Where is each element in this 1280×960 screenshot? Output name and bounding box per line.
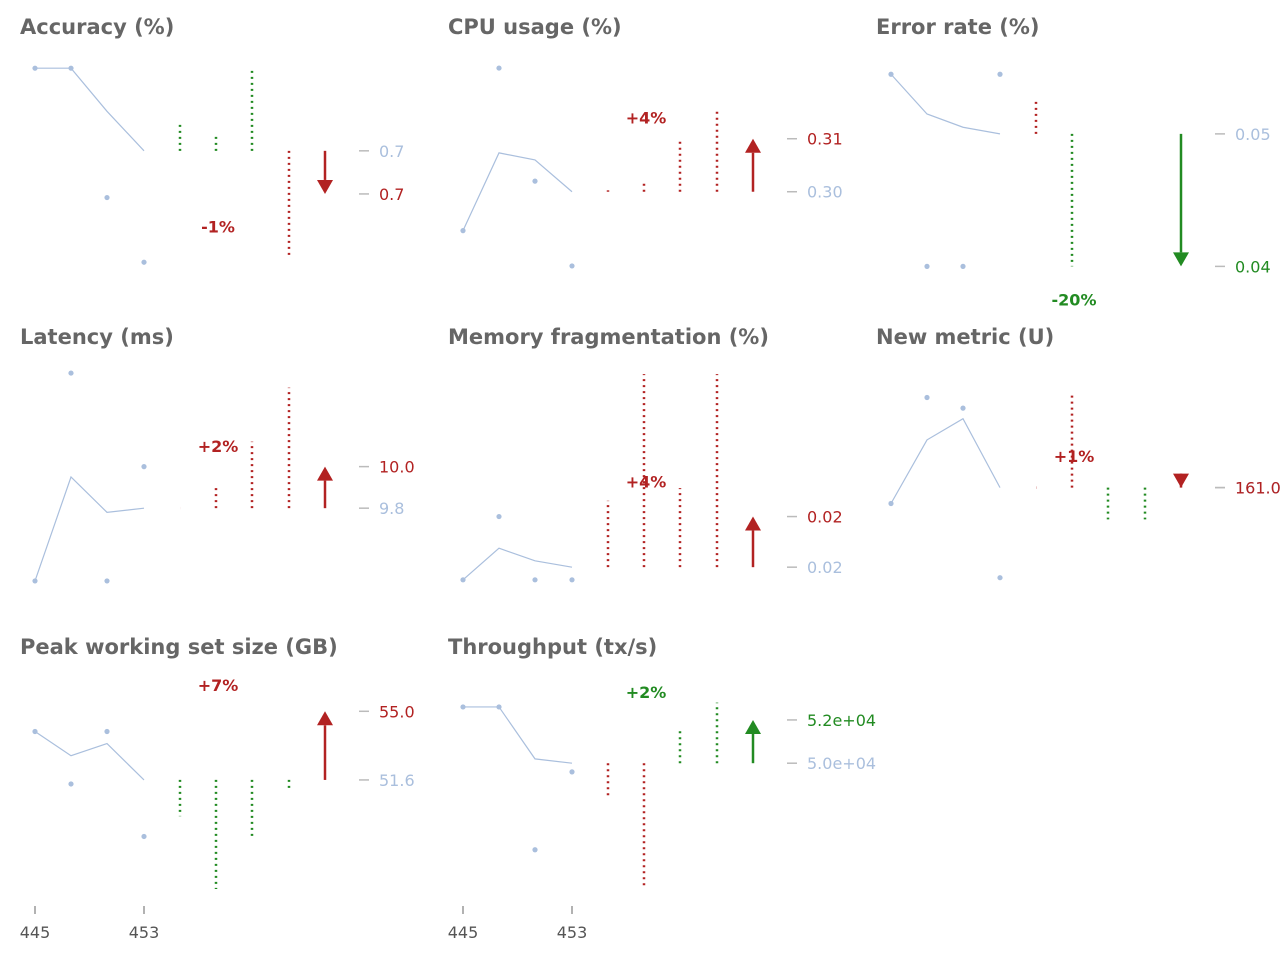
- base-value-label: 0.30: [807, 183, 843, 202]
- end-value-label: 10.0: [379, 458, 415, 477]
- history-point: [68, 370, 74, 376]
- panel-7: Peak working set size (GB) +7% 51.6 55.0 445…: [20, 635, 415, 942]
- end-value-label: 55.0: [379, 702, 415, 721]
- history-line: [35, 67, 145, 152]
- history-point: [141, 464, 147, 470]
- panel-2: CPU usage (%) +4% 0.30 0.31: [448, 15, 843, 269]
- history-point: [960, 263, 966, 269]
- history-point: [104, 728, 110, 735]
- panel-8: Throughput (tx/s) +2% 5.0e+04 5.2e+04 445 453: [448, 635, 876, 942]
- panel-4: Latency (ms) +2% 9.8 10.0: [20, 325, 415, 584]
- history-point: [888, 500, 894, 507]
- base-value-label: 0.02: [807, 558, 843, 577]
- history-point: [924, 263, 930, 269]
- history-point: [32, 65, 38, 71]
- x-tick-label: 453: [129, 923, 160, 942]
- history-line: [34, 475, 145, 582]
- history-point: [460, 577, 466, 583]
- delta-label: +4%: [626, 109, 667, 128]
- history-point: [32, 728, 38, 735]
- delta-label: +1%: [1054, 447, 1095, 466]
- history-point: [569, 577, 575, 583]
- history-point: [997, 575, 1003, 581]
- delta-label: -1%: [201, 217, 235, 236]
- panel-title: New metric (U): [876, 325, 1054, 349]
- history-line: [462, 547, 573, 581]
- history-point: [532, 577, 538, 583]
- base-value-label: 0.05: [1235, 125, 1271, 144]
- arrow-head: [745, 719, 761, 734]
- panel-title: Latency (ms): [20, 325, 174, 349]
- arrow-head: [1173, 473, 1189, 488]
- history-point: [496, 65, 502, 71]
- end-value-label: 5.2e+04: [807, 711, 876, 730]
- history-point: [924, 394, 930, 401]
- end-value-label: 0.31: [807, 130, 843, 149]
- history-line: [34, 730, 145, 781]
- history-point: [141, 259, 147, 265]
- delta-label: +7%: [198, 676, 239, 695]
- history-point: [532, 178, 538, 184]
- history-point: [496, 513, 502, 520]
- history-point: [888, 71, 894, 77]
- panel-5: Memory fragmentation (%) +4% 0.02 0.02: [448, 325, 843, 583]
- history-point: [960, 405, 966, 411]
- history-line: [462, 152, 573, 231]
- history-point: [460, 228, 466, 234]
- history-point: [104, 578, 110, 584]
- panel-title: Accuracy (%): [20, 15, 174, 39]
- history-point: [997, 71, 1003, 77]
- history-point: [32, 578, 38, 584]
- x-tick-label: 445: [20, 923, 51, 942]
- base-value-label: 0.7: [379, 142, 404, 161]
- panel-title: Peak working set size (GB): [20, 635, 338, 659]
- x-tick-label: 445: [448, 923, 479, 942]
- base-value-label: 9.8: [379, 499, 404, 518]
- delta-label: +2%: [198, 437, 239, 456]
- end-value-label: 0.7: [379, 185, 404, 204]
- history-line: [890, 73, 1001, 135]
- panel-3: Error rate (%) -20% 0.05 0.04: [876, 15, 1271, 310]
- arrow-head: [745, 516, 761, 531]
- history-line: [890, 417, 1001, 504]
- history-point: [104, 194, 110, 201]
- history-point: [569, 769, 575, 775]
- panel-1: Accuracy (%) -1% 0.7 0.7: [20, 15, 404, 265]
- history-point: [141, 833, 147, 840]
- end-value-label: 0.04: [1235, 257, 1271, 276]
- panel-title: Error rate (%): [876, 15, 1040, 39]
- panel-title: CPU usage (%): [448, 15, 622, 39]
- arrow-head: [317, 466, 333, 481]
- history-point: [68, 781, 74, 787]
- delta-label: -20%: [1052, 291, 1097, 310]
- panel-title: Throughput (tx/s): [448, 635, 657, 659]
- history-line: [463, 706, 573, 764]
- history-point: [496, 704, 502, 710]
- history-point: [460, 704, 466, 710]
- base-value-label: 5.0e+04: [807, 754, 876, 773]
- end-value-label: 161.0: [1235, 479, 1280, 498]
- arrow-head: [317, 711, 333, 726]
- arrow-head: [1173, 252, 1189, 267]
- arrow-head: [745, 138, 761, 153]
- x-tick-label: 453: [557, 923, 588, 942]
- delta-label: +4%: [626, 473, 667, 492]
- arrow-head: [317, 179, 333, 194]
- base-value-label: 161.0: [1235, 479, 1280, 498]
- history-point: [532, 847, 538, 853]
- history-point: [68, 65, 74, 71]
- delta-label: +2%: [626, 683, 667, 702]
- panel-title: Memory fragmentation (%): [448, 325, 769, 349]
- end-value-label: 0.02: [807, 508, 843, 527]
- base-value-label: 51.6: [379, 771, 415, 790]
- history-point: [569, 263, 575, 269]
